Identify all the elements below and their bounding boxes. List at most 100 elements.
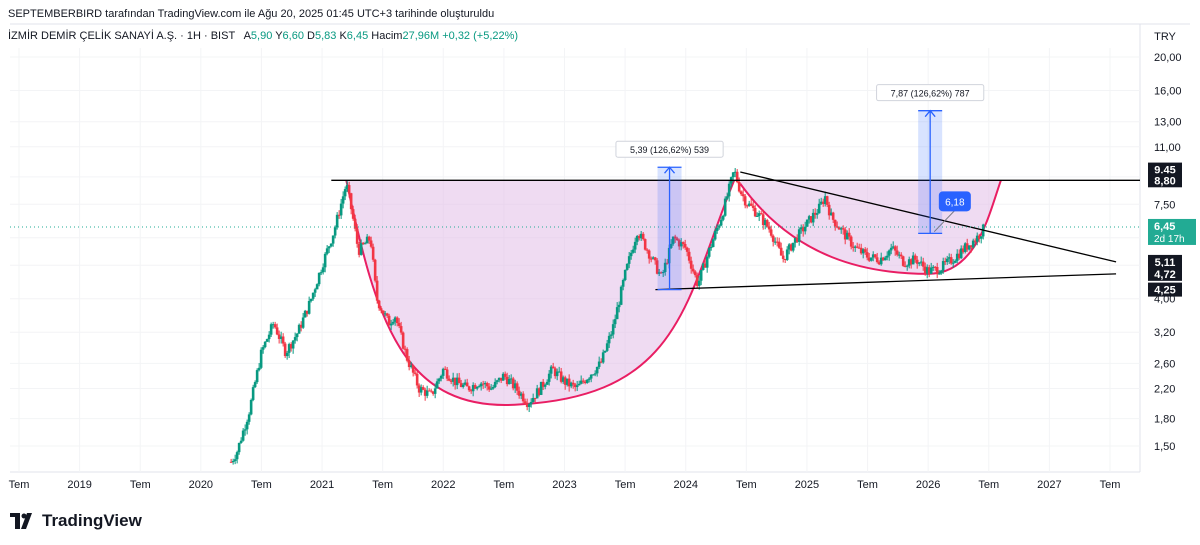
candle-body	[387, 315, 391, 326]
candle-body	[865, 252, 869, 258]
candle-body	[417, 385, 421, 393]
candle-body	[363, 243, 367, 245]
candle-body	[919, 261, 923, 263]
candle-body	[361, 242, 365, 244]
candle-body	[479, 383, 483, 387]
candle-body	[847, 232, 851, 237]
measurement-tools: 5,39 (126,62%) 539 7,87 (126,62%) 787 6,18	[615, 84, 985, 291]
x-tick-label: 2023	[552, 479, 576, 491]
level-tag	[1148, 162, 1182, 177]
candle-body	[707, 247, 711, 257]
candle-body	[585, 379, 589, 384]
candle-body	[391, 321, 395, 324]
candle-body	[647, 250, 651, 259]
candle-body	[259, 349, 263, 368]
candle-body	[795, 237, 799, 242]
candle-body	[937, 273, 941, 275]
candle-body	[689, 260, 693, 269]
x-tick-label: 2019	[67, 479, 91, 491]
candle-body	[659, 272, 663, 274]
candle-body	[575, 385, 579, 388]
y-tick-label: 4,00	[1154, 294, 1175, 306]
candle-body	[577, 383, 581, 386]
candle-body	[607, 335, 611, 344]
candle-body	[271, 324, 275, 326]
upper-trend-line	[740, 171, 1117, 263]
x-tick-label: Tem	[978, 479, 999, 491]
candle-body	[443, 368, 447, 370]
candle-body	[911, 255, 915, 265]
symbol-name[interactable]: İZMİR DEMİR ÇELİK SANAYİ A.Ş. · 1H · BIS…	[8, 30, 235, 42]
candle-body	[723, 198, 727, 216]
candle-body	[833, 219, 837, 227]
candle-body	[499, 377, 503, 381]
candle-body	[527, 404, 531, 407]
candle-body	[279, 336, 283, 339]
candle-body	[467, 386, 471, 391]
candle-body	[503, 373, 507, 377]
candle-body	[785, 249, 789, 260]
candle-body	[867, 257, 871, 261]
candle-body	[893, 246, 897, 251]
candle-body	[315, 284, 319, 290]
candle-body	[685, 247, 689, 252]
candle-body	[459, 383, 463, 387]
candle-body	[355, 228, 359, 244]
candle-body	[895, 250, 899, 255]
candle-body	[949, 257, 953, 264]
trend-lines	[10, 171, 1140, 291]
candle-body	[305, 310, 309, 314]
high-value: 6,60	[282, 30, 304, 42]
candle-body	[283, 343, 287, 357]
candle-body	[371, 246, 375, 260]
candle-body	[381, 310, 385, 314]
candle-body	[421, 387, 425, 390]
x-tick-label: Tem	[615, 479, 636, 491]
candle-body	[229, 461, 233, 463]
candle-body	[509, 378, 513, 380]
countdown-label: 2d 17h	[1154, 234, 1185, 245]
candle-body	[437, 378, 441, 382]
candle-body	[811, 212, 815, 223]
candle-body	[353, 218, 357, 229]
candle-body	[823, 196, 827, 205]
candle-body	[423, 389, 427, 396]
candle-body	[487, 386, 491, 390]
candle-body	[507, 379, 511, 385]
candle-body	[257, 367, 261, 371]
candle-body	[511, 378, 515, 389]
candle-body	[339, 203, 343, 216]
candle-body	[303, 310, 307, 318]
candle-body	[493, 381, 497, 388]
candle-body	[853, 246, 857, 248]
candle-body	[489, 388, 493, 390]
candle-body	[389, 323, 393, 326]
candle-body	[555, 371, 559, 377]
candle-body	[877, 262, 881, 265]
candle-body	[385, 313, 389, 316]
candle-body	[905, 265, 909, 267]
tradingview-logo[interactable]: TradingView	[10, 511, 142, 531]
candle-body	[763, 220, 767, 226]
y-tick-label: 7,50	[1154, 199, 1175, 211]
candle-body	[845, 232, 849, 240]
candle-body	[537, 388, 541, 395]
candle-body	[693, 271, 697, 276]
candle-body	[669, 243, 673, 248]
candle-body	[331, 235, 335, 244]
level-tag	[1148, 282, 1182, 297]
candle-body	[849, 236, 853, 247]
candle-body	[819, 201, 823, 204]
callout-box	[938, 191, 971, 212]
candle-body	[495, 380, 499, 382]
candle-body	[759, 213, 763, 215]
candle-body	[927, 267, 931, 274]
y-tick-label: 3,20	[1154, 327, 1175, 339]
candle-body	[683, 243, 687, 248]
candle-body	[273, 324, 277, 328]
level-tag	[1148, 254, 1182, 269]
candle-body	[797, 229, 801, 242]
candle-body	[345, 185, 349, 190]
candle-body	[267, 334, 271, 340]
